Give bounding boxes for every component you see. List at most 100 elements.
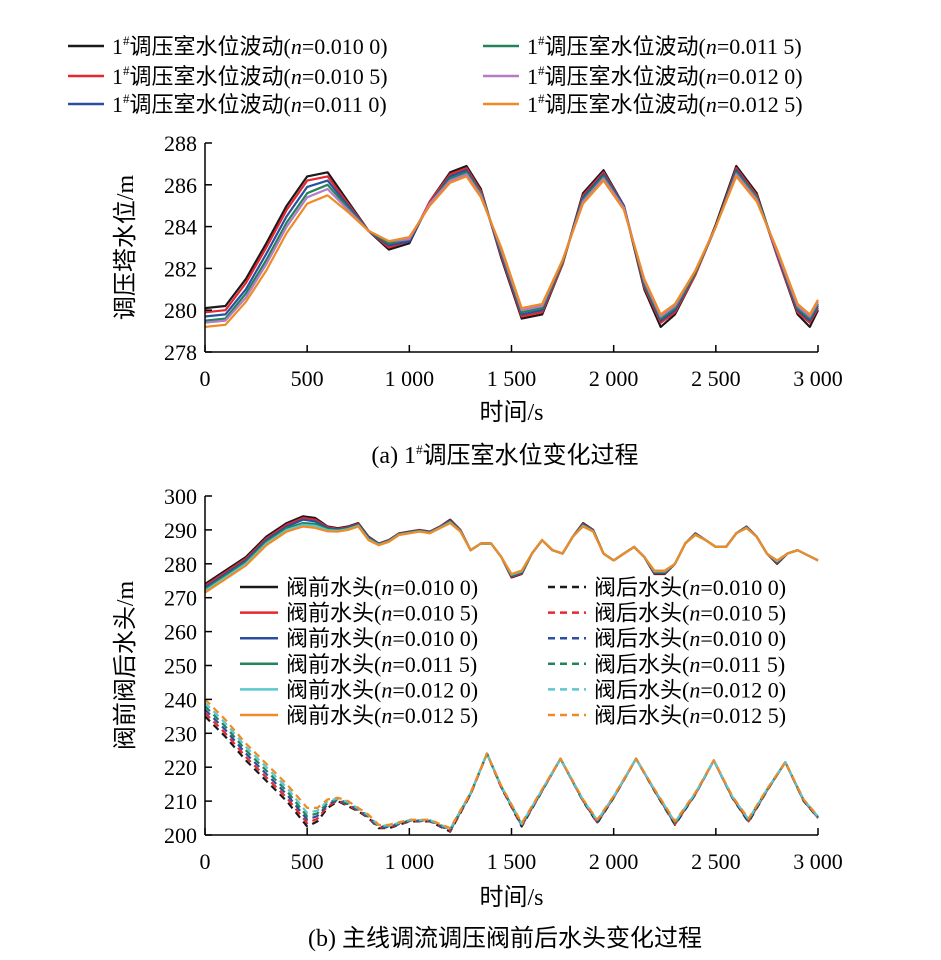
legend-italic: n [706, 34, 717, 59]
legend-text: =0.010 5) [392, 601, 478, 626]
legend-label-b-2: 阀前水头(n=0.010 0) [286, 626, 478, 651]
legend-italic: n [381, 626, 392, 651]
y-tick-label-a: 286 [164, 173, 197, 198]
legend-superscript: # [123, 63, 130, 78]
legend-text: 1 [527, 92, 538, 117]
series-line-a-0 [204, 164, 819, 328]
x-tick-label-b: 2 500 [691, 849, 741, 874]
legend-text: 阀前水头( [286, 677, 381, 702]
legend-superscript: # [538, 33, 545, 48]
legend-text: 1 [527, 64, 538, 89]
legend-italic: n [689, 626, 700, 651]
legend-label-a-5: 1#调压室水位波动(n=0.012 5) [527, 91, 803, 117]
y-tick-label-b: 240 [164, 687, 197, 712]
x-tick-label-b: 1 000 [385, 849, 435, 874]
legend-label-b-5: 阀前水头(n=0.012 5) [286, 703, 478, 728]
y-tick-label-a: 278 [164, 340, 197, 365]
legend-label-a-1: 1#调压室水位波动(n=0.010 5) [112, 63, 388, 89]
y-tick-label-b: 270 [164, 586, 197, 611]
legend-text: =0.010 5) [700, 601, 786, 626]
y-tick-label-a: 282 [164, 256, 197, 281]
x-tick-label-a: 3 000 [793, 366, 843, 391]
series-line-a-5 [204, 175, 819, 328]
legend-text: =0.010 5) [302, 64, 388, 89]
y-tick-label-b: 260 [164, 620, 197, 645]
legend-italic: n [689, 652, 700, 677]
legend-label-b-4: 阀前水头(n=0.012 0) [286, 677, 478, 702]
legend-text: =0.010 0) [392, 575, 478, 600]
chart-b: 0 500 1 000 1 500 2 000 2 500 3 000 200 210 220 23… [112, 484, 843, 952]
legend-text: 调压室水位波动( [545, 92, 706, 117]
y-tick-label-b: 230 [164, 721, 197, 746]
legend-label-b-6: 阀后水头(n=0.010 0) [594, 575, 786, 600]
y-axis-label-b: 阀前阀后水头/m [112, 581, 139, 751]
legend-label-b-3: 阀前水头(n=0.011 5) [286, 652, 477, 677]
legend-label-b-11: 阀后水头(n=0.012 5) [594, 703, 786, 728]
legend-superscript: # [123, 33, 130, 48]
legend-italic: n [291, 92, 302, 117]
series-line-b-6 [204, 715, 819, 833]
x-tick-label-b: 2 000 [589, 849, 639, 874]
y-tick-label-b: 290 [164, 518, 197, 543]
x-tick-label-b: 1 500 [487, 849, 537, 874]
legend-superscript: # [538, 63, 545, 78]
legend-text: =0.012 5) [717, 92, 803, 117]
legend-label-a-4: 1#调压室水位波动(n=0.012 0) [527, 63, 803, 89]
y-tick-label-b: 220 [164, 755, 197, 780]
legend-italic: n [291, 64, 302, 89]
legend-text: =0.012 0) [392, 677, 478, 702]
legend-italic: n [689, 575, 700, 600]
y-tick-label-b: 300 [164, 484, 197, 509]
legend-text: 1 [112, 34, 123, 59]
x-tick-label-a: 1 500 [487, 366, 537, 391]
legend-text: =0.012 5) [700, 703, 786, 728]
legend-italic: n [381, 652, 392, 677]
legend-text: =0.010 0) [700, 575, 786, 600]
legend-text: 阀前水头( [286, 601, 381, 626]
series-line-b-11 [204, 698, 819, 830]
y-tick-label-b: 210 [164, 789, 197, 814]
series-line-b-5 [204, 521, 819, 594]
legend-text: 阀后水头( [594, 652, 689, 677]
legend-italic: n [689, 601, 700, 626]
legend-text: =0.012 0) [717, 64, 803, 89]
x-tick-label-b: 0 [200, 849, 211, 874]
legend-label-a-0: 1#调压室水位波动(n=0.010 0) [112, 33, 388, 59]
legend-label-a-2: 1#调压室水位波动(n=0.011 0) [112, 91, 387, 117]
y-tick-label-a: 284 [164, 215, 197, 240]
legend-label-b-1: 阀前水头(n=0.010 5) [286, 601, 478, 626]
legend-text: =0.010 0) [302, 34, 388, 59]
caption-b: (b) 主线调流调压阀前后水头变化过程 [308, 925, 702, 952]
legend-text: 阀后水头( [594, 626, 689, 651]
legend-text: 阀后水头( [594, 703, 689, 728]
caption-part: (a) 1 [371, 443, 416, 469]
legend-label-b-9: 阀后水头(n=0.011 5) [594, 652, 785, 677]
legend-text: =0.011 0) [302, 92, 387, 117]
y-tick-label-a: 280 [164, 298, 197, 323]
legend-text: 阀前水头( [286, 703, 381, 728]
x-tick-label-b: 3 000 [793, 849, 843, 874]
legend-superscript: # [123, 91, 130, 106]
legend-text: 调压室水位波动( [130, 34, 291, 59]
x-tick-label-a: 1 000 [385, 366, 435, 391]
legend-italic: n [689, 677, 700, 702]
y-axis-label-a: 调压塔水位/m [112, 175, 139, 321]
legend-italic: n [381, 703, 392, 728]
caption-superscript: # [416, 442, 423, 457]
legend-text: =0.011 5) [392, 652, 477, 677]
x-axis-label-b: 时间/s [479, 884, 543, 911]
legend-text: 调压室水位波动( [545, 64, 706, 89]
legend-text: 阀前水头( [286, 575, 381, 600]
legend-text: 阀前水头( [286, 652, 381, 677]
legend-text: =0.010 0) [700, 626, 786, 651]
x-tick-label-a: 500 [291, 366, 324, 391]
x-tick-label-a: 2 500 [691, 366, 741, 391]
legend-text: 阀后水头( [594, 575, 689, 600]
y-tick-label-b: 200 [164, 823, 197, 848]
y-tick-label-b: 280 [164, 552, 197, 577]
legend-text: =0.011 5) [700, 652, 785, 677]
caption-a: (a) 1#调压室水位变化过程 [371, 442, 638, 469]
caption-part: 调压室水位变化过程 [423, 442, 639, 469]
legend-italic: n [381, 575, 392, 600]
